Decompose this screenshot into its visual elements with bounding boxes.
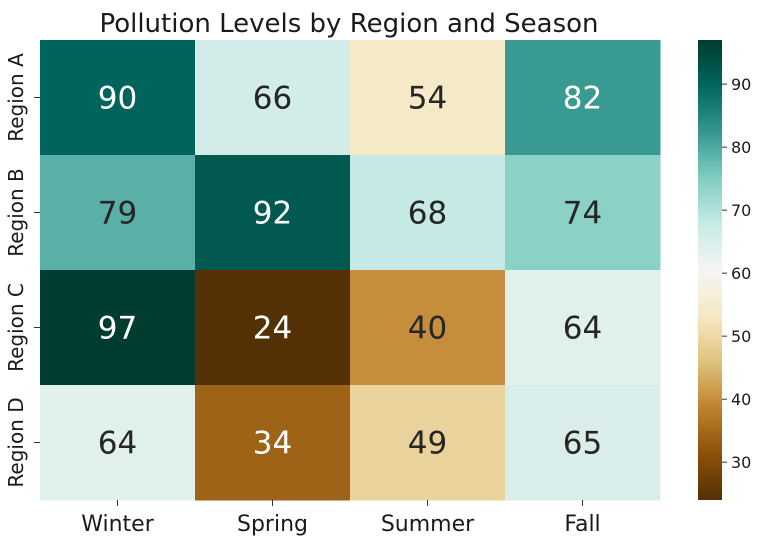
cell-label: 90 — [98, 81, 137, 117]
cell-label: 65 — [563, 426, 602, 462]
colorbar-tick-label: 40 — [731, 390, 751, 409]
heatmap-cell — [505, 270, 661, 386]
colorbar-tick-label: 90 — [731, 75, 751, 94]
colorbar-tick-label: 70 — [731, 201, 751, 220]
x-axis: Winter Spring Summer Fall — [81, 500, 601, 537]
cell-label: 74 — [563, 196, 602, 232]
y-tick-label: Region C — [4, 283, 28, 372]
heatmap-cell — [195, 155, 351, 271]
cell-label: 24 — [253, 311, 292, 347]
heatmap-cell — [40, 270, 196, 386]
heatmap-cell — [40, 385, 196, 501]
colorbar-tick-label: 30 — [731, 453, 751, 472]
x-tick-label: Spring — [237, 512, 308, 537]
heatmap-cell — [350, 270, 506, 386]
heatmap-cell — [195, 270, 351, 386]
x-tick-label: Summer — [381, 512, 475, 537]
cell-label: 68 — [408, 196, 447, 232]
colorbar-tick-label: 60 — [731, 264, 751, 283]
x-tick-label: Fall — [564, 512, 600, 537]
cell-label: 97 — [98, 311, 137, 347]
cell-label: 64 — [563, 311, 602, 347]
cell-label: 66 — [253, 81, 292, 117]
x-tick-label: Winter — [81, 512, 154, 537]
y-tick-label: Region D — [4, 397, 28, 487]
cell-label: 79 — [98, 196, 137, 232]
heatmap-cells: 90 66 54 82 79 92 68 74 97 24 40 64 64 34 49 65 — [40, 40, 661, 501]
heatmap-cell — [505, 40, 661, 156]
y-axis: Region A Region B Region C Region D — [4, 53, 40, 488]
cell-label: 34 — [253, 426, 292, 462]
y-tick-label: Region A — [4, 53, 28, 142]
heatmap-cell — [350, 40, 506, 156]
heatmap-cell — [505, 155, 661, 271]
cell-label: 92 — [253, 196, 292, 232]
heatmap-cell — [350, 385, 506, 501]
cell-label: 64 — [98, 426, 137, 462]
y-tick-label: Region B — [4, 168, 28, 257]
cell-label: 54 — [408, 81, 447, 117]
cell-label: 40 — [408, 311, 447, 347]
heatmap-cell — [40, 40, 196, 156]
heatmap-cell — [40, 155, 196, 271]
colorbar-bar — [698, 40, 722, 500]
colorbar-tick-label: 80 — [731, 138, 751, 157]
colorbar: 30 40 50 60 70 80 90 — [698, 40, 751, 500]
colorbar-tick-label: 50 — [731, 327, 751, 346]
heatmap-cell — [195, 385, 351, 501]
heatmap-cell — [350, 155, 506, 271]
cell-label: 82 — [563, 81, 602, 117]
cell-label: 49 — [408, 426, 447, 462]
heatmap-cell — [195, 40, 351, 156]
chart-title: Pollution Levels by Region and Season — [99, 9, 598, 39]
heatmap-cell — [505, 385, 661, 501]
